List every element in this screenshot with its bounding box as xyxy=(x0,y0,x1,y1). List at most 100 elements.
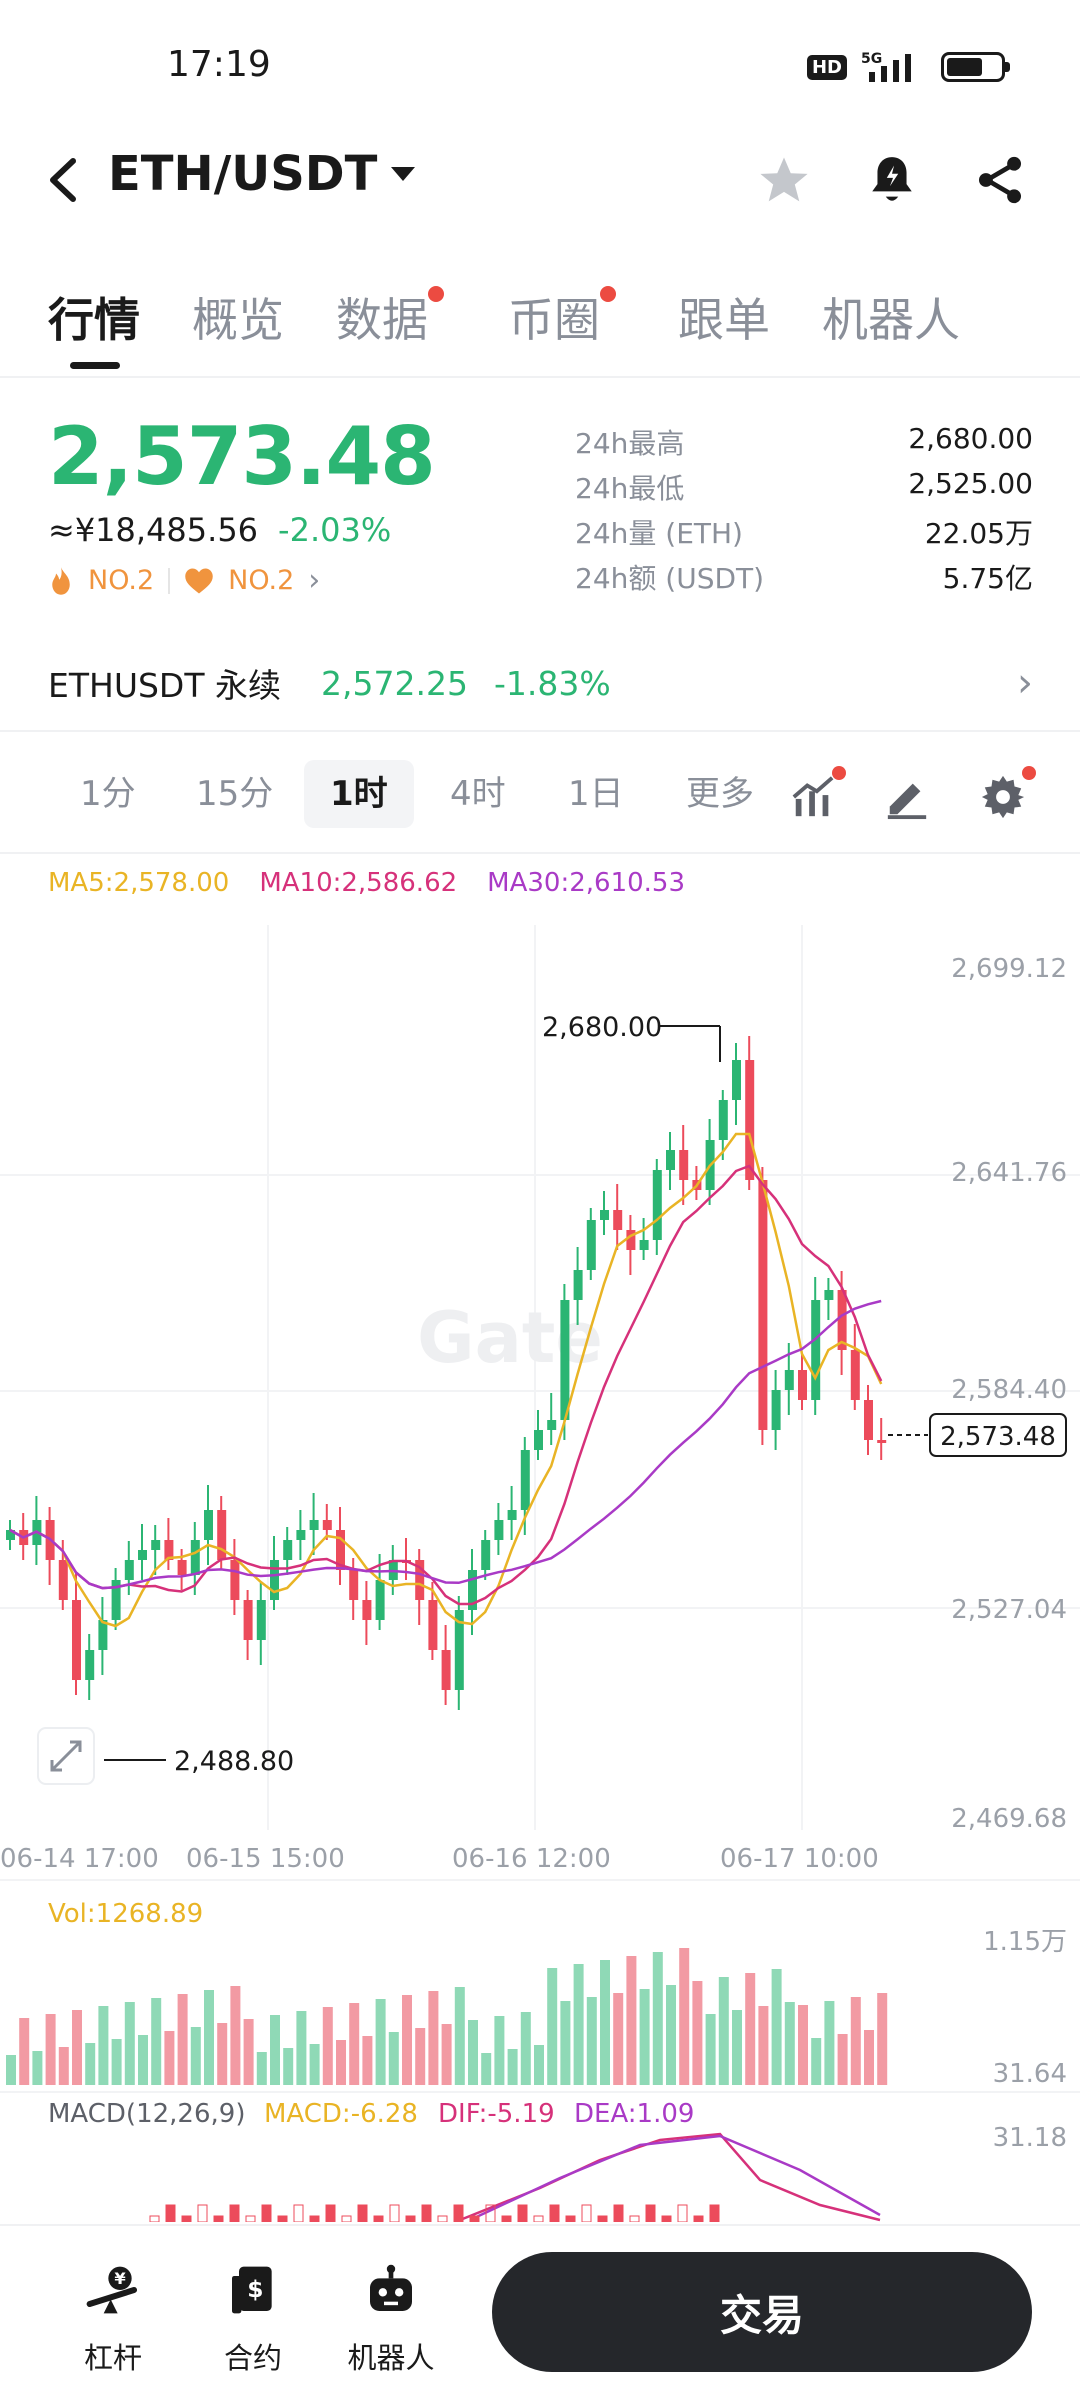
favorite-button[interactable] xyxy=(754,150,814,210)
tab-bots[interactable]: 机器人 xyxy=(822,293,960,347)
volume-bar xyxy=(454,1987,465,2085)
interval-1d[interactable]: 1日 xyxy=(568,774,624,814)
status-time: 17:19 xyxy=(167,44,271,85)
interval-1h[interactable]: 1时 xyxy=(304,760,414,828)
ma30-value: MA30:2,610.53 xyxy=(487,868,685,898)
interval-more[interactable]: 更多 xyxy=(686,774,754,814)
candle-body xyxy=(6,1530,15,1540)
tab-overview[interactable]: 概览 xyxy=(192,293,284,347)
chart-settings-button[interactable] xyxy=(980,766,1036,820)
interval-15m[interactable]: 15分 xyxy=(196,774,274,814)
pair-title: ETH/USDT xyxy=(108,146,378,202)
price-block: 2,573.48 ≈¥18,485.56 -2.03% NO.2 NO.2 › xyxy=(48,410,436,598)
y-tick: 2,469.68 xyxy=(951,1804,1067,1834)
y-tick: 2,527.04 xyxy=(951,1595,1067,1625)
share-button[interactable] xyxy=(970,150,1030,210)
candle-body xyxy=(124,1560,134,1580)
volume-bar xyxy=(138,2035,148,2085)
perpetual-row[interactable]: ETHUSDT 永续 2,572.25 -1.83% › xyxy=(48,648,1033,718)
interval-1m[interactable]: 1分 xyxy=(80,774,136,814)
macd-histogram-bar xyxy=(645,2204,656,2222)
macd-tick: 31.18 xyxy=(993,2123,1067,2153)
trade-button[interactable]: 交易 xyxy=(492,2252,1032,2372)
macd-histogram-bar xyxy=(341,2215,352,2222)
volume-bar xyxy=(534,2045,544,2085)
indicators-button[interactable] xyxy=(790,766,846,820)
grid xyxy=(0,925,1080,2093)
volume-bar xyxy=(468,2020,478,2085)
interval-bar: 1分 15分 1时 4时 1日 更多 xyxy=(0,730,1080,850)
candle-body xyxy=(375,1580,385,1620)
volume-bar xyxy=(850,1997,861,2085)
expand-chart-button[interactable] xyxy=(37,1727,95,1785)
macd-histogram-bar xyxy=(661,2215,672,2222)
volume-bar xyxy=(204,1990,214,2085)
candlestick-chart[interactable]: Gate 2,699.12 2,641.76 2,584.40 2,527.04… xyxy=(0,900,1080,2222)
tab-community[interactable]: 币圈 xyxy=(508,284,616,350)
hot-rank: NO.2 xyxy=(88,565,155,596)
macd-histogram-bar xyxy=(293,2204,304,2222)
nav-contract[interactable]: $ 合约 xyxy=(198,2262,308,2377)
volume-bars xyxy=(6,1948,888,2085)
draw-tool-button[interactable] xyxy=(884,774,930,820)
macd-histogram-bar xyxy=(309,2215,320,2222)
nav-leverage[interactable]: ¥ 杠杆 xyxy=(58,2262,168,2377)
tab-data[interactable]: 数据 xyxy=(336,284,444,350)
volume-bar xyxy=(837,2034,848,2085)
y-tick: 2,584.40 xyxy=(951,1375,1067,1405)
24h-stats: 24h最高 2,680.00 24h最低 2,525.00 24h量 (ETH) 22… xyxy=(575,422,1033,602)
star-icon xyxy=(760,157,808,202)
macd-histogram-bar xyxy=(181,2215,192,2222)
candle-body xyxy=(784,1370,794,1390)
y-axis: 2,699.12 2,641.76 2,584.40 2,527.04 2,46… xyxy=(951,954,1067,1834)
volume-bar xyxy=(177,1994,188,2085)
candle-body xyxy=(428,1600,438,1650)
candle-body xyxy=(296,1530,306,1540)
ma10-line xyxy=(9,1164,883,1606)
macd-histogram-bar xyxy=(277,2215,288,2222)
candle-body xyxy=(283,1540,293,1560)
candle-body xyxy=(586,1220,596,1270)
volume-bar xyxy=(349,2003,360,2085)
volume-bar xyxy=(336,2040,346,2085)
volume-bar xyxy=(270,2015,280,2085)
macd-histogram-bar xyxy=(469,2215,480,2222)
macd-histogram-bar xyxy=(565,2215,576,2222)
battery-icon xyxy=(941,52,1010,82)
pair-selector[interactable]: ETH/USDT xyxy=(108,146,416,202)
svg-text:¥: ¥ xyxy=(114,2269,126,2288)
y-tick: 2,699.12 xyxy=(951,954,1067,984)
nav-robot[interactable]: 机器人 xyxy=(336,2262,446,2377)
perp-change: -1.83% xyxy=(493,663,611,703)
back-button[interactable] xyxy=(45,150,105,210)
candle-body xyxy=(718,1100,728,1140)
volume-bar xyxy=(388,2032,399,2085)
candle-body xyxy=(573,1270,583,1300)
candle-body xyxy=(877,1440,887,1443)
candle-body xyxy=(362,1600,372,1620)
tab-copy-trading[interactable]: 跟单 xyxy=(678,293,770,347)
price-alert-button[interactable] xyxy=(862,150,922,210)
candle-body xyxy=(494,1520,504,1540)
macd-histogram-bar xyxy=(597,2215,608,2222)
high-marker: 2,680.00 xyxy=(542,1012,721,1062)
nav-label: 机器人 xyxy=(347,2341,435,2375)
candle-body xyxy=(864,1400,873,1440)
volume-bar xyxy=(19,2018,30,2085)
volume-bar xyxy=(798,2005,808,2085)
tab-market[interactable]: 行情 xyxy=(48,293,140,347)
volume-bar xyxy=(705,2014,716,2085)
rank-row[interactable]: NO.2 NO.2 › xyxy=(48,563,435,598)
chart-watermark: Gate xyxy=(417,1297,603,1379)
volume-bar xyxy=(481,2053,492,2085)
last-price-tag: 2,573.48 xyxy=(888,1413,1067,1457)
volume-bar xyxy=(824,2001,835,2085)
candle-body xyxy=(85,1650,95,1680)
x-axis: 06-14 17:00 06-15 15:00 06-16 12:00 06-1… xyxy=(0,1844,879,1874)
separator xyxy=(168,567,171,594)
macd-histogram-bar xyxy=(373,2215,384,2222)
volume-bar xyxy=(296,2011,307,2085)
volume-bar xyxy=(679,1948,690,2085)
interval-4h[interactable]: 4时 xyxy=(450,774,506,814)
candle-body xyxy=(481,1540,491,1570)
